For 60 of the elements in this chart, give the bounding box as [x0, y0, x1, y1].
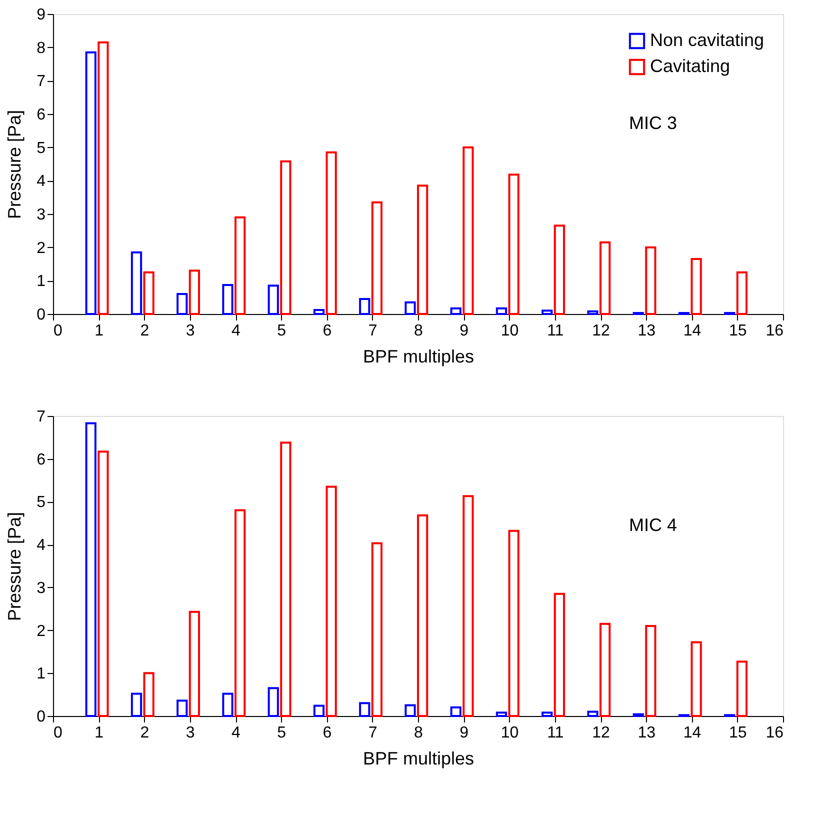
- x-tick-label: 9: [460, 322, 469, 340]
- x-tick-label: 5: [277, 724, 286, 742]
- x-tick-label: 16: [766, 322, 784, 340]
- y-tick-label: 1: [36, 666, 46, 683]
- y-tick-label: 2: [36, 240, 46, 257]
- y-tick-label: 3: [36, 580, 46, 597]
- annotation: MIC 4: [628, 515, 678, 535]
- y-tick-label: 7: [36, 73, 46, 90]
- x-axis-title: BPF multiples: [362, 346, 474, 366]
- x-tick-label: 14: [683, 724, 702, 742]
- x-tick-label: 6: [322, 724, 332, 742]
- x-tick-label: 3: [186, 322, 195, 340]
- x-tick-label: 6: [322, 322, 332, 340]
- x-tick-label: 9: [460, 724, 469, 742]
- x-tick-label: 8: [414, 322, 424, 340]
- x-tick-label: 15: [728, 724, 747, 742]
- legend-label: Cavitating: [650, 56, 730, 76]
- x-tick-label: 0: [54, 322, 62, 340]
- annotation: MIC 3: [628, 113, 678, 133]
- x-tick-label: 3: [186, 724, 195, 742]
- x-tick-label: 7: [368, 724, 378, 742]
- y-tick-label: 4: [36, 537, 46, 554]
- y-tick-label: 6: [36, 451, 46, 468]
- x-tick-label: 0: [54, 724, 62, 742]
- y-tick-label: 2: [36, 622, 46, 640]
- x-tick-label: 1: [94, 724, 104, 742]
- y-tick-label: 9: [36, 6, 46, 24]
- x-tick-label: 11: [547, 724, 564, 742]
- y-tick-label: 7: [36, 408, 46, 426]
- x-tick-label: 15: [728, 322, 747, 340]
- y-tick-label: 3: [36, 206, 46, 224]
- x-tick-label: 4: [232, 724, 241, 742]
- x-tick-label: 2: [140, 322, 150, 340]
- legend-label: Non cavitating: [650, 30, 764, 50]
- x-tick-label: 12: [592, 322, 610, 340]
- x-tick-label: 4: [232, 322, 241, 340]
- x-tick-label: 13: [638, 322, 656, 340]
- y-tick-label: 1: [36, 273, 46, 290]
- y-tick-label: 6: [36, 106, 46, 124]
- x-tick-label: 16: [766, 724, 784, 742]
- x-tick-label: 10: [500, 724, 519, 742]
- x-tick-label: 7: [368, 322, 378, 340]
- x-tick-label: 10: [500, 322, 519, 340]
- y-tick-label: 0: [36, 708, 46, 726]
- x-tick-label: 5: [277, 322, 286, 340]
- y-tick-label: 5: [36, 494, 46, 512]
- x-tick-label: 11: [547, 322, 564, 340]
- x-tick-label: 12: [592, 724, 610, 742]
- y-tick-label: 0: [36, 306, 46, 324]
- x-tick-label: 8: [414, 724, 424, 742]
- x-axis-title: BPF multiples: [362, 748, 474, 768]
- x-tick-label: 1: [94, 322, 104, 340]
- x-tick-label: 2: [140, 724, 150, 742]
- x-tick-label: 13: [638, 724, 656, 742]
- x-tick-label: 14: [683, 322, 702, 340]
- y-tick-label: 5: [36, 140, 46, 157]
- y-tick-label: 4: [36, 173, 46, 190]
- y-axis-title: Pressure [Pa]: [4, 110, 25, 220]
- y-tick-label: 8: [36, 40, 46, 57]
- y-axis-title: Pressure [Pa]: [4, 512, 25, 622]
